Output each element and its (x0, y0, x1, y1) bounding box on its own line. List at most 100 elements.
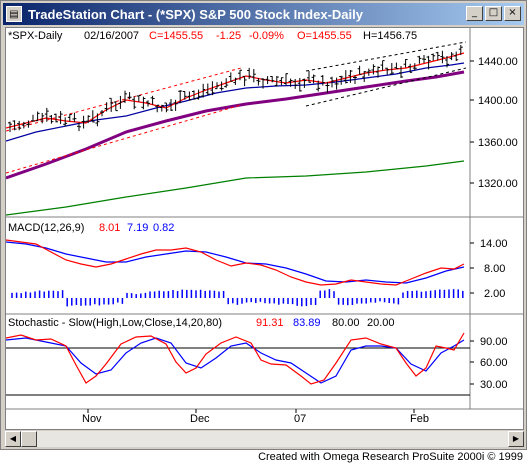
price-bar (385, 67, 390, 75)
minimize-button[interactable]: _ (466, 6, 483, 21)
price-bar (187, 91, 192, 101)
price-bar (95, 113, 100, 127)
price-bar (247, 67, 252, 80)
price-bar (81, 115, 86, 129)
stoch-axis-label: 30.00 (480, 379, 508, 391)
price-bars (8, 44, 463, 133)
price-bar (274, 75, 279, 87)
price-bar (17, 120, 22, 131)
price-bar (178, 90, 183, 104)
price-header: *SPX-Daily 02/16/2007 C=1455.55 -1.25 -0… (8, 30, 417, 42)
trend-channel-upper (6, 67, 242, 132)
scroll-right-button[interactable]: ▶ (508, 431, 524, 447)
ma-slow-line (6, 70, 465, 180)
price-bar (104, 102, 109, 112)
price-bar (109, 97, 114, 112)
ma-fast-line (6, 52, 465, 129)
title-bar[interactable]: ▤ TradeStation Chart - (*SPX) S&P 500 St… (3, 3, 524, 25)
price-bar (127, 92, 132, 100)
price-bar (330, 76, 334, 88)
price-bar (210, 81, 215, 96)
price-bar (325, 81, 330, 93)
macd-header: MACD(12,26,9) 8.01 7.19 0.82 (8, 222, 174, 234)
price-date: 02/16/2007 (84, 30, 139, 42)
price-bar (389, 63, 394, 75)
price-axis-label: 1320.00 (478, 178, 518, 190)
price-change: -1.25 (216, 30, 241, 42)
price-bar (12, 120, 17, 131)
date-axis-label: Dec (190, 413, 210, 425)
price-bar (445, 55, 449, 68)
chart-window: ▤ TradeStation Chart - (*SPX) S&P 500 St… (0, 0, 527, 450)
macd-signal-line (6, 241, 465, 284)
chart-canvas[interactable]: *SPX-Daily 02/16/2007 C=1455.55 -1.25 -0… (6, 28, 523, 429)
price-bar (353, 75, 357, 85)
stoch-axis-label: 90.00 (480, 336, 508, 348)
price-bar (100, 110, 104, 117)
footer-credit: Created with Omega Research ProSuite 200… (0, 451, 527, 465)
price-bar (159, 104, 164, 112)
price-bar (417, 55, 422, 64)
price-bar (182, 90, 187, 100)
stoch-header: Stochastic - Slow(High,Low,Close,14,20,8… (8, 317, 395, 329)
price-bar (155, 104, 160, 113)
price-bar (311, 74, 316, 84)
price-bar (26, 120, 31, 128)
date-axis-label: Nov (82, 413, 102, 425)
price-bar (251, 68, 256, 83)
price-bar (205, 83, 210, 96)
price-bar (343, 70, 348, 84)
price-bar (233, 77, 238, 85)
price-bar (86, 115, 91, 124)
price-bar (371, 64, 376, 75)
price-bar (339, 75, 344, 85)
price-bar (219, 81, 224, 91)
price-high: H=1456.75 (363, 30, 417, 42)
price-bar (77, 122, 81, 132)
price-bar (293, 78, 298, 89)
price-bar (422, 55, 426, 64)
price-bar (357, 65, 362, 75)
price-bar (256, 78, 261, 86)
price-bar (196, 89, 201, 100)
trend-channel-lower-2 (305, 67, 467, 107)
price-bar (435, 51, 440, 61)
horizontal-scrollbar[interactable]: ◀ ▶ (5, 431, 524, 447)
price-bar (403, 58, 408, 68)
price-change-pct: -0.09% (249, 30, 284, 42)
price-bar (169, 99, 173, 111)
price-bar (440, 50, 445, 64)
price-bar (67, 113, 72, 122)
price-bar (201, 83, 206, 98)
price-bar (454, 51, 459, 62)
price-bar (348, 69, 353, 83)
stoch-upper-value: 80.00 (332, 317, 360, 329)
footer-text: Created with Omega Research ProSuite 200… (258, 451, 523, 463)
price-bar (90, 110, 95, 123)
macd-hist-value: 0.82 (153, 222, 174, 234)
price-bar (265, 76, 270, 85)
scroll-thumb[interactable] (21, 431, 37, 447)
chart-app-icon: ▤ (6, 6, 22, 22)
price-open: O=1455.55 (297, 30, 352, 42)
price-bar (399, 65, 403, 78)
price-bar (426, 55, 431, 70)
macd-line (6, 239, 465, 286)
stoch-axis-label: 60.00 (480, 357, 508, 369)
price-bar (49, 114, 54, 124)
ma-mid-line (6, 62, 465, 142)
price-bar (362, 71, 367, 83)
price-bar (141, 96, 146, 110)
scroll-left-button[interactable]: ◀ (5, 431, 21, 447)
price-bar (449, 52, 454, 61)
price-bar (288, 78, 293, 87)
price-bar (412, 63, 417, 71)
maximize-button[interactable]: □ (485, 6, 502, 21)
price-symbol: *SPX-Daily (8, 30, 63, 42)
trend-channel-lower (6, 104, 242, 174)
price-bar (8, 121, 12, 133)
price-bar (146, 100, 150, 107)
window-controls: _ □ × (466, 6, 521, 21)
chart-area[interactable]: *SPX-Daily 02/16/2007 C=1455.55 -1.25 -0… (5, 27, 524, 430)
close-button[interactable]: × (504, 6, 521, 21)
